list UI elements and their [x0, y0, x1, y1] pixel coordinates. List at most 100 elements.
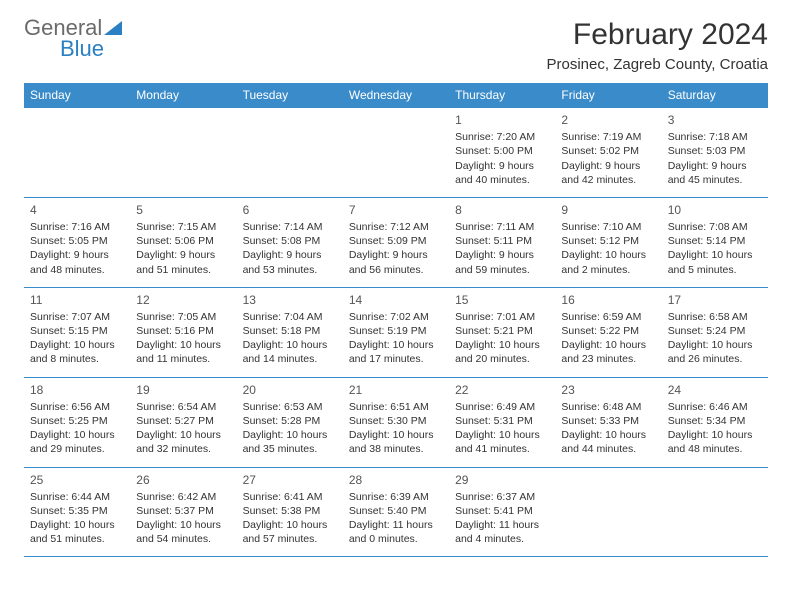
day-number: 22 [455, 382, 549, 398]
cell-daylight2: and 41 minutes. [455, 442, 549, 456]
calendar-week-row: 25 Sunrise: 6:44 AMSunset: 5:35 PMDayligh… [24, 467, 768, 557]
day-number: 21 [349, 382, 443, 398]
cell-daylight1: Daylight: 10 hours [30, 428, 124, 442]
cell-daylight2: and 51 minutes. [136, 263, 230, 277]
cell-daylight1: Daylight: 10 hours [136, 428, 230, 442]
day-number: 10 [668, 202, 762, 218]
calendar-cell [24, 108, 130, 198]
cell-daylight2: and 11 minutes. [136, 352, 230, 366]
cell-sunrise: Sunrise: 7:10 AM [561, 220, 655, 234]
cell-sunset: Sunset: 5:19 PM [349, 324, 443, 338]
cell-daylight2: and 57 minutes. [243, 532, 337, 546]
cell-sunrise: Sunrise: 7:01 AM [455, 310, 549, 324]
calendar-cell [130, 108, 236, 198]
cell-daylight2: and 51 minutes. [30, 532, 124, 546]
cell-daylight2: and 26 minutes. [668, 352, 762, 366]
weekday-header: Thursday [449, 83, 555, 108]
cell-sunset: Sunset: 5:24 PM [668, 324, 762, 338]
cell-daylight2: and 32 minutes. [136, 442, 230, 456]
calendar-cell: 16Sunrise: 6:59 AMSunset: 5:22 PMDayligh… [555, 287, 661, 377]
cell-daylight1: Daylight: 10 hours [668, 428, 762, 442]
cell-daylight1: Daylight: 10 hours [243, 428, 337, 442]
cell-daylight2: and 59 minutes. [455, 263, 549, 277]
cell-sunset: Sunset: 5:22 PM [561, 324, 655, 338]
calendar-week-row: 18Sunrise: 6:56 AMSunset: 5:25 PMDayligh… [24, 377, 768, 467]
cell-sunset: Sunset: 5:08 PM [243, 234, 337, 248]
cell-sunset: Sunset: 5:28 PM [243, 414, 337, 428]
cell-sunrise: Sunrise: 7:08 AM [668, 220, 762, 234]
month-title: February 2024 [547, 18, 769, 52]
day-number: 16 [561, 292, 655, 308]
day-number: 25 [30, 472, 124, 488]
day-number: 20 [243, 382, 337, 398]
cell-daylight2: and 56 minutes. [349, 263, 443, 277]
day-number: 14 [349, 292, 443, 308]
calendar-week-row: 11Sunrise: 7:07 AMSunset: 5:15 PMDayligh… [24, 287, 768, 377]
cell-sunrise: Sunrise: 6:46 AM [668, 400, 762, 414]
cell-sunrise: Sunrise: 7:14 AM [243, 220, 337, 234]
cell-sunrise: Sunrise: 6:51 AM [349, 400, 443, 414]
day-number: 24 [668, 382, 762, 398]
cell-daylight2: and 48 minutes. [30, 263, 124, 277]
cell-sunrise: Sunrise: 6:44 AM [30, 490, 124, 504]
day-number: 1 [455, 112, 549, 128]
calendar-table: SundayMondayTuesdayWednesdayThursdayFrid… [24, 83, 768, 557]
cell-sunrise: Sunrise: 6:58 AM [668, 310, 762, 324]
day-number: 23 [561, 382, 655, 398]
cell-sunset: Sunset: 5:38 PM [243, 504, 337, 518]
day-number: 27 [243, 472, 337, 488]
day-number: 29 [455, 472, 549, 488]
cell-daylight1: Daylight: 10 hours [455, 428, 549, 442]
cell-sunset: Sunset: 5:40 PM [349, 504, 443, 518]
day-number: 6 [243, 202, 337, 218]
day-number: 7 [349, 202, 443, 218]
logo-block: General Blue [24, 18, 122, 60]
cell-sunrise: Sunrise: 6:53 AM [243, 400, 337, 414]
day-number: 28 [349, 472, 443, 488]
day-number: 18 [30, 382, 124, 398]
weekday-header: Tuesday [237, 83, 343, 108]
cell-sunrise: Sunrise: 6:49 AM [455, 400, 549, 414]
calendar-cell: 15Sunrise: 7:01 AMSunset: 5:21 PMDayligh… [449, 287, 555, 377]
cell-daylight1: Daylight: 10 hours [30, 518, 124, 532]
calendar-cell [237, 108, 343, 198]
cell-sunset: Sunset: 5:14 PM [668, 234, 762, 248]
cell-sunrise: Sunrise: 7:20 AM [455, 130, 549, 144]
day-number: 17 [668, 292, 762, 308]
calendar-cell: 5Sunrise: 7:15 AMSunset: 5:06 PMDaylight… [130, 197, 236, 287]
cell-daylight1: Daylight: 10 hours [455, 338, 549, 352]
calendar-cell: 20 Sunrise: 6:53 AMSunset: 5:28 PMDayligh… [237, 377, 343, 467]
cell-sunset: Sunset: 5:02 PM [561, 144, 655, 158]
calendar-body: 1Sunrise: 7:20 AMSunset: 5:00 PMDaylight… [24, 108, 768, 557]
calendar-cell: 6 Sunrise: 7:14 AMSunset: 5:08 PMDaylight… [237, 197, 343, 287]
cell-sunset: Sunset: 5:35 PM [30, 504, 124, 518]
cell-daylight1: Daylight: 9 hours [243, 248, 337, 262]
cell-daylight1: Daylight: 9 hours [668, 159, 762, 173]
calendar-cell: 17Sunrise: 6:58 AMSunset: 5:24 PMDayligh… [662, 287, 768, 377]
cell-sunset: Sunset: 5:31 PM [455, 414, 549, 428]
calendar-cell: 4Sunrise: 7:16 AMSunset: 5:05 PMDaylight… [24, 197, 130, 287]
logo-triangle-icon [104, 21, 122, 35]
cell-daylight2: and 45 minutes. [668, 173, 762, 187]
day-number: 19 [136, 382, 230, 398]
logo-line2: Blue [60, 36, 104, 61]
cell-daylight2: and 35 minutes. [243, 442, 337, 456]
weekday-header: Wednesday [343, 83, 449, 108]
cell-daylight1: Daylight: 9 hours [30, 248, 124, 262]
cell-sunrise: Sunrise: 7:15 AM [136, 220, 230, 234]
day-number: 4 [30, 202, 124, 218]
cell-sunrise: Sunrise: 6:59 AM [561, 310, 655, 324]
day-number: 15 [455, 292, 549, 308]
calendar-cell: 9Sunrise: 7:10 AMSunset: 5:12 PMDaylight… [555, 197, 661, 287]
cell-sunrise: Sunrise: 6:48 AM [561, 400, 655, 414]
day-number: 13 [243, 292, 337, 308]
calendar-cell: 24Sunrise: 6:46 AMSunset: 5:34 PMDayligh… [662, 377, 768, 467]
cell-sunset: Sunset: 5:18 PM [243, 324, 337, 338]
day-number: 2 [561, 112, 655, 128]
calendar-cell [662, 467, 768, 557]
cell-daylight1: Daylight: 9 hours [455, 159, 549, 173]
cell-daylight2: and 44 minutes. [561, 442, 655, 456]
cell-sunrise: Sunrise: 6:42 AM [136, 490, 230, 504]
title-block: February 2024 Prosinec, Zagreb County, C… [547, 18, 769, 73]
cell-daylight2: and 38 minutes. [349, 442, 443, 456]
